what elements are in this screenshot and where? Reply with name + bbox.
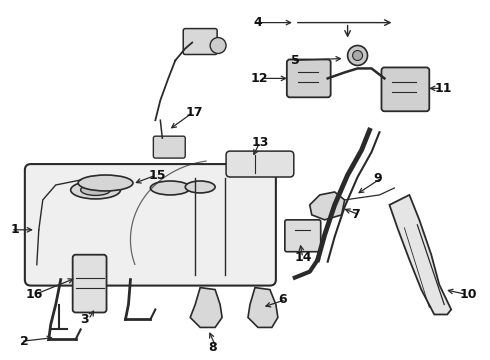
Text: 12: 12 xyxy=(250,72,268,85)
Text: 17: 17 xyxy=(185,106,203,119)
Ellipse shape xyxy=(81,184,111,195)
Text: 2: 2 xyxy=(20,335,29,348)
FancyBboxPatch shape xyxy=(183,28,217,54)
Polygon shape xyxy=(310,192,344,220)
FancyBboxPatch shape xyxy=(285,220,321,252)
Text: 10: 10 xyxy=(459,288,477,301)
FancyBboxPatch shape xyxy=(73,255,106,312)
FancyBboxPatch shape xyxy=(25,164,276,285)
Text: 7: 7 xyxy=(352,208,360,221)
Text: 15: 15 xyxy=(148,168,166,181)
Polygon shape xyxy=(248,288,278,328)
Text: 9: 9 xyxy=(373,171,382,185)
FancyBboxPatch shape xyxy=(287,59,331,97)
Text: 1: 1 xyxy=(10,223,19,236)
Text: 14: 14 xyxy=(295,251,312,264)
Text: 5: 5 xyxy=(291,54,300,67)
Polygon shape xyxy=(190,288,222,328)
Circle shape xyxy=(210,37,226,54)
Polygon shape xyxy=(390,195,451,315)
Text: 16: 16 xyxy=(25,288,43,301)
Text: 4: 4 xyxy=(253,16,262,29)
Ellipse shape xyxy=(150,181,190,195)
FancyBboxPatch shape xyxy=(382,67,429,111)
Text: 6: 6 xyxy=(278,293,287,306)
FancyBboxPatch shape xyxy=(153,136,185,158)
Circle shape xyxy=(353,50,363,60)
Text: 8: 8 xyxy=(208,341,217,354)
Ellipse shape xyxy=(78,175,133,191)
Text: 3: 3 xyxy=(81,313,89,326)
Ellipse shape xyxy=(185,181,215,193)
FancyBboxPatch shape xyxy=(226,151,294,177)
Text: 13: 13 xyxy=(252,136,270,149)
Ellipse shape xyxy=(71,181,121,199)
Circle shape xyxy=(347,45,368,66)
Text: 11: 11 xyxy=(434,82,452,95)
